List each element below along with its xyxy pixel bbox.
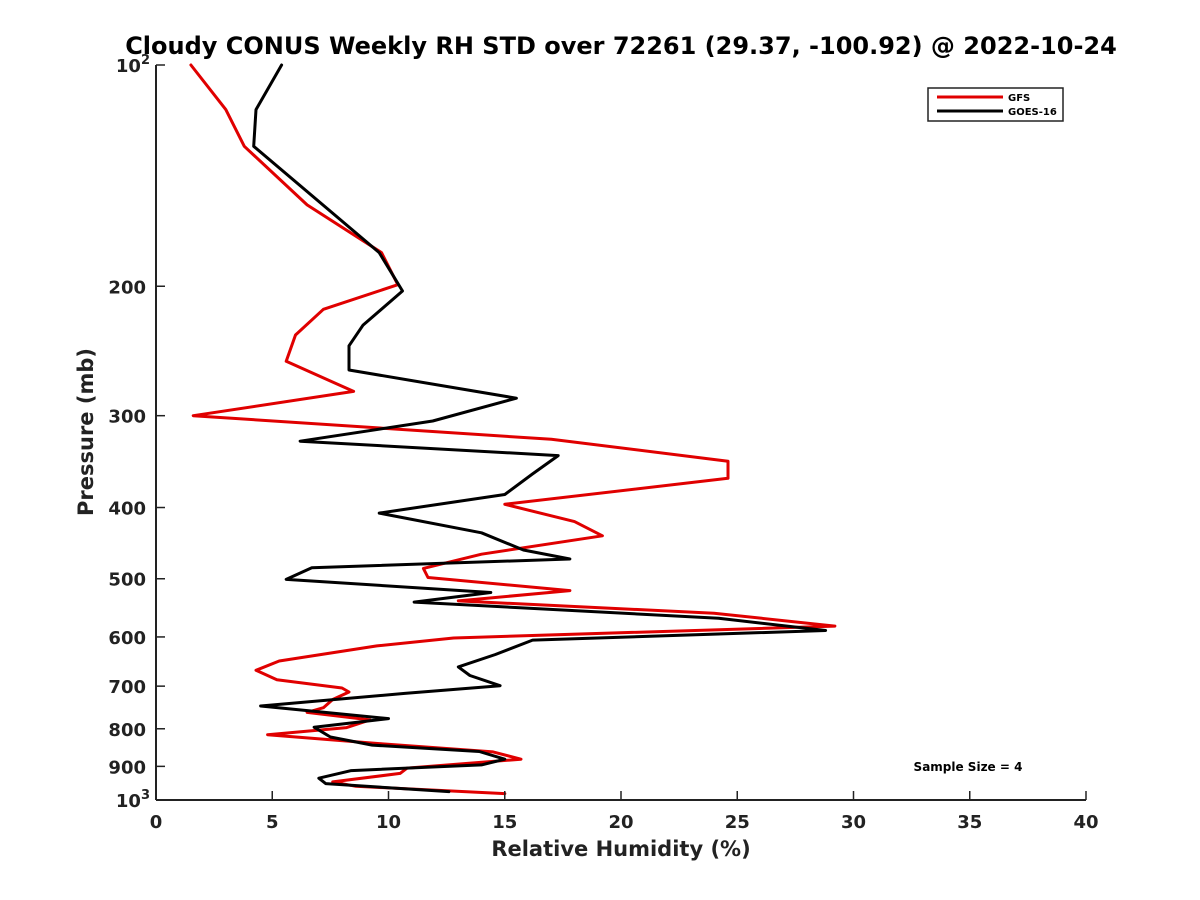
legend-label-gfs: GFS [1008,93,1030,104]
y-tick-label: 900 [108,757,146,778]
y-tick-label: 200 [108,277,146,298]
x-tick-label: 15 [492,812,517,833]
legend: GFS GOES-16 [927,87,1064,122]
x-tick-label: 0 [150,812,163,833]
y-axis-ticks: 200 300 400 500 600 700 800 900 102 103 [108,53,165,812]
legend-label-goes-16: GOES-16 [1008,107,1057,118]
y-tick-label-power: 103 [116,788,150,812]
x-tick-label: 30 [841,812,866,833]
x-tick-label: 25 [725,812,750,833]
plot-area: 0 5 10 15 20 25 30 35 40 200 300 400 500 600 700 800 90… [108,53,1098,833]
x-tick-label: 35 [957,812,982,833]
y-tick-label: 400 [108,499,146,520]
sample-size-annotation: Sample Size = 4 [914,760,1023,774]
series-line-goes-16 [252,63,828,794]
series-layer [189,63,837,796]
chart-title: Cloudy CONUS Weekly RH STD over 72261 (2… [125,32,1117,60]
x-axis-ticks: 0 5 10 15 20 25 30 35 40 [150,791,1099,833]
y-tick-label: 600 [108,628,146,649]
y-tick-label: 500 [108,570,146,591]
y-tick-label-power: 102 [116,53,150,77]
x-tick-label: 10 [376,812,401,833]
y-tick-label: 300 [108,407,146,428]
x-tick-label: 40 [1073,812,1098,833]
y-axis-label: Pressure (mb) [74,348,98,516]
y-tick-label: 800 [108,720,146,741]
x-tick-label: 20 [608,812,633,833]
y-tick-label: 700 [108,677,146,698]
plot-frame [156,65,1086,800]
legend-box [927,87,1064,122]
x-axis-label: Relative Humidity (%) [491,837,750,861]
x-tick-label: 5 [266,812,279,833]
